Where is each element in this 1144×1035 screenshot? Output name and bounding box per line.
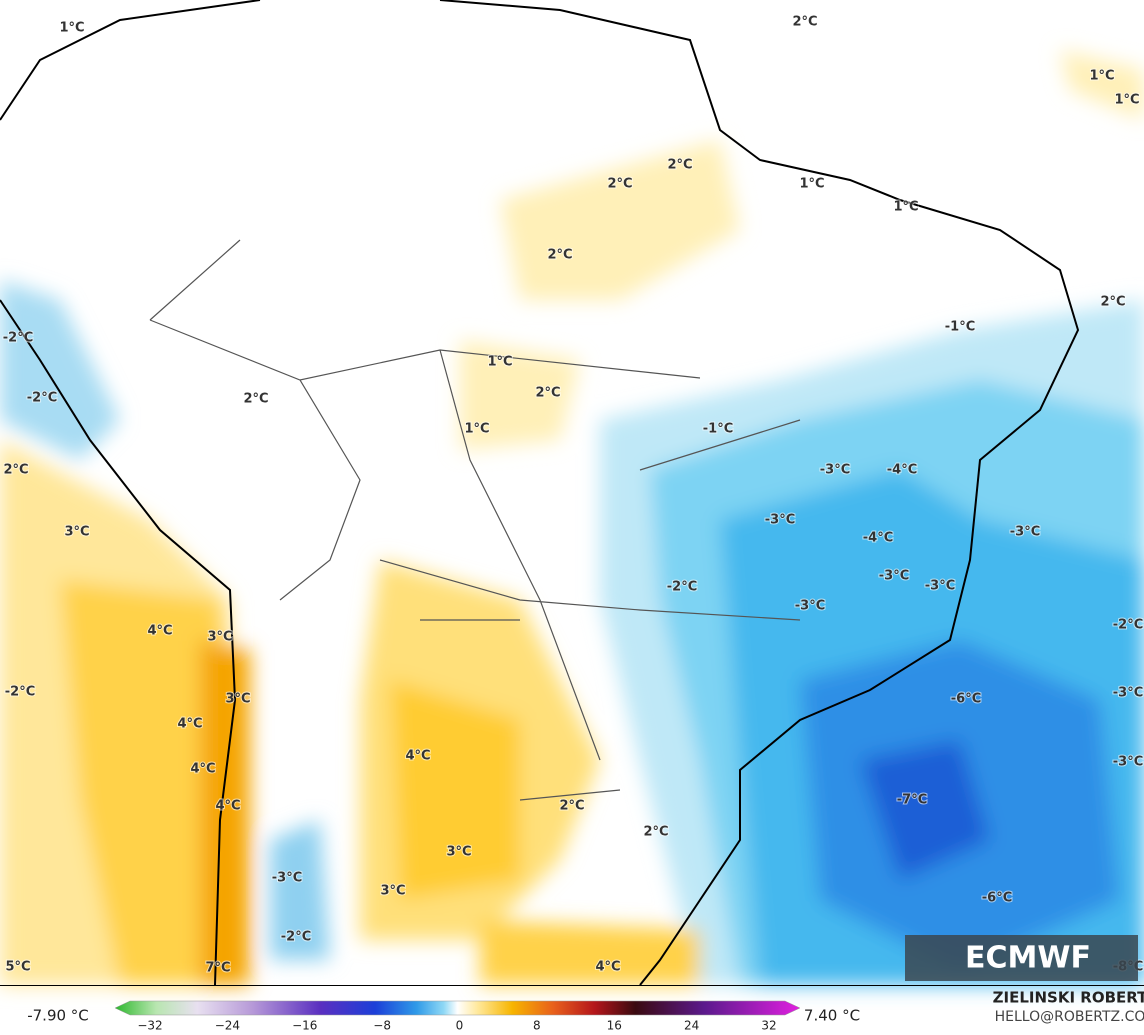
contour-label: 4°C (147, 624, 172, 639)
contour-label: 4°C (190, 762, 215, 777)
colorbar-tick-label: 32 (761, 1019, 776, 1033)
contour-label: -3°C (879, 569, 909, 584)
contour-label: 1°C (1114, 93, 1139, 108)
contour-label: 3°C (446, 845, 471, 860)
contour-label: -4°C (887, 463, 917, 478)
colorbar-tick-label: 16 (607, 1019, 622, 1033)
contour-label: 3°C (207, 630, 232, 645)
colorbar-tick-label: 8 (533, 1019, 541, 1033)
colorbar-tick-label: 24 (684, 1019, 699, 1033)
contour-label: -3°C (795, 599, 825, 614)
contour-label: -2°C (667, 580, 697, 595)
contour-label: 1°C (487, 355, 512, 370)
contour-label: -3°C (925, 579, 955, 594)
contour-label: 2°C (243, 392, 268, 407)
contour-label: 1°C (1089, 69, 1114, 84)
contour-label: 4°C (177, 717, 202, 732)
contour-label: 2°C (607, 177, 632, 192)
coastline (0, 0, 1080, 986)
contour-label: 2°C (667, 158, 692, 173)
colorbar-tick-label: −8 (373, 1019, 391, 1033)
contour-label: -1°C (703, 422, 733, 437)
contour-label: -3°C (1113, 686, 1143, 701)
logo-text: ECMWF (965, 941, 1091, 976)
contour-label: 3°C (225, 692, 250, 707)
contour-labels: 1°C 2°C1°C1°C2°C2°C 1°C1°C2°C2°C-1°C-2°C1°… (2, 14, 1144, 977)
colorbar-min: -7.90 °C (27, 1007, 89, 1025)
contour-label: -7°C (897, 793, 927, 808)
contour-label: -2°C (5, 685, 35, 700)
contour-label: -3°C (1113, 755, 1143, 770)
contour-label: 2°C (559, 799, 584, 814)
contour-label: -2°C (27, 391, 57, 406)
contour-label: -4°C (863, 531, 893, 546)
contour-label: -3°C (1010, 525, 1040, 540)
contour-label: -6°C (951, 692, 981, 707)
credit-contact: HELLO@ROBERTZ.CO (995, 1009, 1144, 1025)
contour-label: 2°C (547, 248, 572, 263)
contour-label: 2°C (1100, 295, 1125, 310)
contour-label: 2°C (792, 15, 817, 30)
contour-label: 4°C (215, 799, 240, 814)
contour-label: 5°C (5, 960, 30, 975)
contour-label: -3°C (765, 513, 795, 528)
contour-label: 3°C (64, 525, 89, 540)
contour-label: -6°C (982, 891, 1012, 906)
credit-author: ZIELINSKI ROBERT (993, 989, 1144, 1007)
colorbar-bar (114, 1000, 801, 1016)
map-field (0, 0, 1144, 986)
borders (149, 239, 801, 801)
colorbar-tick-label: −24 (215, 1019, 240, 1033)
contour-label: 2°C (535, 386, 560, 401)
contour-label: 1°C (59, 21, 84, 36)
contour-label: 1°C (799, 177, 824, 192)
contour-label: 4°C (595, 960, 620, 975)
contour-label: 7°C (205, 961, 230, 976)
contour-label: 1°C (893, 200, 918, 215)
contour-label: 2°C (643, 825, 668, 840)
contour-label: 1°C (464, 422, 489, 437)
logo-box (905, 935, 1138, 981)
contour-label: -2°C (281, 930, 311, 945)
colorbar-tick-label: −32 (137, 1019, 162, 1033)
contour-label: 4°C (405, 749, 430, 764)
colorbar-tick-label: 0 (456, 1019, 464, 1033)
colorbar-ticks: −32 −24 −16 −8 0 8 16 24 32 (137, 1019, 776, 1033)
colorbar: -7.90 °C 7.40 °C −32 −24 −16 −8 0 8 16 24 32 (27, 1000, 860, 1033)
contour-label: -3°C (272, 871, 302, 886)
contour-label: -2°C (3, 331, 33, 346)
logo: ECMWF (905, 935, 1138, 981)
contour-label: 2°C (3, 463, 28, 478)
contour-label: -1°C (945, 320, 975, 335)
contour-label: -2°C (1113, 618, 1143, 633)
contour-label: 3°C (380, 884, 405, 899)
colorbar-max: 7.40 °C (804, 1007, 860, 1025)
colorbar-tick-label: −16 (292, 1019, 317, 1033)
contour-label: -3°C (820, 463, 850, 478)
